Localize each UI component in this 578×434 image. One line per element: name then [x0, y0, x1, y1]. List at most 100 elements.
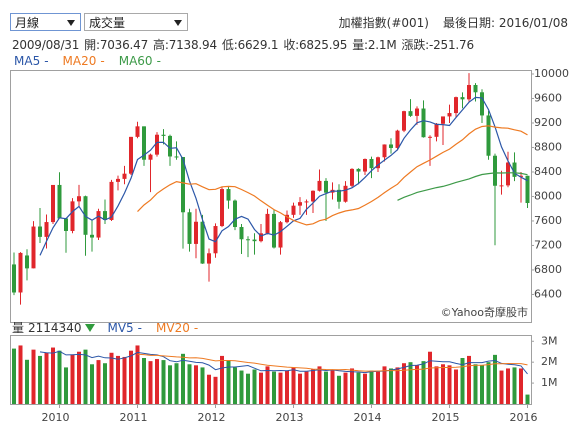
quote-field: 量:2.1M	[352, 38, 397, 52]
legend-name: MV20	[156, 320, 190, 335]
y-tick-label: 1M	[541, 376, 558, 389]
candle-body	[298, 202, 302, 206]
candle-body	[213, 226, 218, 254]
candle-body	[44, 222, 49, 237]
volume-bar	[382, 366, 387, 404]
y-tick-label: 9200	[534, 116, 562, 129]
x-tick-label: 2015	[432, 411, 460, 424]
volume-bar	[363, 373, 367, 404]
candle-body	[259, 233, 263, 242]
volume-bar	[174, 363, 179, 404]
candle-body	[480, 92, 484, 116]
candle-body	[460, 97, 465, 100]
volume-bar	[64, 367, 68, 404]
candle-body	[129, 136, 133, 174]
volume-bar	[428, 351, 432, 404]
candle-body	[77, 196, 81, 202]
y-tick-label: 6400	[534, 287, 562, 300]
volume-bar	[148, 361, 153, 404]
volume-bar	[70, 354, 75, 404]
candle-body	[233, 200, 237, 228]
volume-bar	[376, 371, 380, 404]
volume-bar	[220, 355, 224, 404]
candle-body	[382, 144, 387, 158]
quote-info: 2009/08/31 開:7036.47 高:7138.94 低:6629.1 收:68…	[12, 36, 474, 53]
candle-body	[454, 97, 458, 114]
volume-bar	[447, 365, 452, 404]
y-tick-label: 7200	[534, 238, 562, 251]
candle-body	[512, 162, 517, 177]
volume-bar	[187, 364, 192, 404]
volume-bar	[298, 373, 302, 404]
index-header: 加權指數(#001) 最後日期: 2016/01/08	[339, 14, 568, 31]
candle-body	[252, 239, 257, 242]
volume-bar	[272, 371, 276, 404]
candle-body	[103, 211, 107, 220]
candle-body	[519, 175, 523, 177]
indicator-select[interactable]: 成交量	[84, 13, 188, 31]
candle-body	[291, 205, 296, 215]
x-tick-label: 2012	[198, 411, 226, 424]
y-tick-label: 8400	[534, 165, 562, 178]
volume-bar	[168, 365, 172, 404]
period-select[interactable]: 月線	[10, 13, 81, 31]
legend-value: -	[156, 54, 161, 68]
volume-bar	[57, 350, 62, 404]
candle-body	[441, 116, 445, 124]
candle-body	[525, 175, 530, 204]
candle-body	[421, 108, 426, 138]
volume-bar	[480, 365, 484, 404]
volume-bar	[109, 352, 114, 404]
volume-bar	[96, 360, 101, 404]
volume-bar	[161, 360, 166, 404]
legend-name: MV5	[107, 320, 134, 335]
volume-bar	[304, 371, 309, 404]
candle-body	[246, 239, 250, 241]
candle-body	[90, 234, 94, 238]
legend-value: -	[100, 54, 105, 68]
caret	[67, 20, 75, 26]
candle-body	[116, 178, 120, 182]
candle-body	[447, 113, 452, 117]
down-arrow	[85, 323, 96, 332]
indicator-select-text: 成交量	[89, 15, 126, 30]
volume-bar	[519, 368, 523, 404]
quote-field: 2009/08/31	[12, 37, 80, 52]
candle-body	[168, 135, 172, 157]
volume-readout: 2114340	[28, 320, 82, 335]
volume-bar	[246, 373, 250, 404]
candle-body	[148, 154, 153, 160]
candle-body	[311, 190, 315, 202]
candle-body	[343, 185, 348, 202]
volume-bar	[259, 372, 263, 404]
volume-bar	[395, 367, 400, 404]
volume-bar	[77, 351, 81, 404]
candle-body	[486, 115, 491, 156]
volume-bar	[421, 361, 426, 404]
candle-body	[161, 134, 166, 136]
volume-bar	[356, 372, 361, 404]
candle-body	[70, 201, 75, 231]
candle-body	[499, 185, 504, 187]
candle-body	[187, 212, 192, 244]
index-name: 加權指數(#001)	[338, 16, 429, 30]
ma-line	[397, 172, 528, 201]
candle-body	[155, 134, 159, 155]
candle-body	[402, 111, 406, 131]
volume-bar	[460, 358, 465, 404]
volume-legend: 量 2114340 MV5- MV20-	[12, 319, 208, 336]
volume-bar	[233, 367, 237, 404]
volume-bar	[51, 347, 55, 404]
volume-bar	[369, 370, 374, 404]
volume-bar	[278, 372, 283, 404]
volume-bar	[343, 372, 348, 404]
volume-bar	[207, 374, 211, 404]
volume-bar	[239, 370, 244, 404]
candle-body	[467, 85, 471, 100]
volume-bar	[265, 366, 270, 404]
volume-bar	[122, 356, 127, 404]
volume-bar	[83, 349, 88, 404]
candle-body	[272, 213, 276, 248]
candle-body	[317, 180, 322, 191]
